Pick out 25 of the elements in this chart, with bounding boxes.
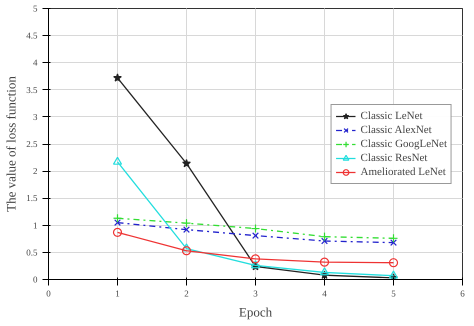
legend-label: Classic AlexNet [360,122,432,136]
y-tick-label: 4 [33,58,38,68]
x-tick-label: 1 [115,288,120,298]
legend-label: Ameliorated LeNet [360,164,446,178]
y-tick-label: 2.5 [26,139,38,149]
x-tick-label: 0 [46,288,52,298]
y-tick-label: 1.5 [26,193,38,204]
y-tick-label: 3.5 [26,84,38,95]
x-tick-label: 4 [322,288,328,298]
x-tick-label: 5 [391,288,396,298]
y-tick-label: 1 [33,220,38,230]
legend-label: Classic LeNet [360,108,423,122]
y-tick-label: 0 [33,274,38,284]
x-axis-title: Epoch [238,304,273,320]
y-tick-label: 3 [33,112,38,122]
y-tick-label: 5 [33,4,38,14]
x-tick-label: 6 [460,288,466,298]
y-axis-title: The value of loss function [3,76,18,212]
x-tick-label: 3 [253,288,258,298]
legend-label: Classic GoogLeNet [360,136,447,150]
y-tick-label: 2 [33,166,38,176]
y-tick-label: 0.5 [26,247,38,258]
legend-label: Classic ResNet [360,150,428,164]
x-tick-label: 2 [184,288,189,298]
y-tick-label: 4.5 [26,30,38,41]
